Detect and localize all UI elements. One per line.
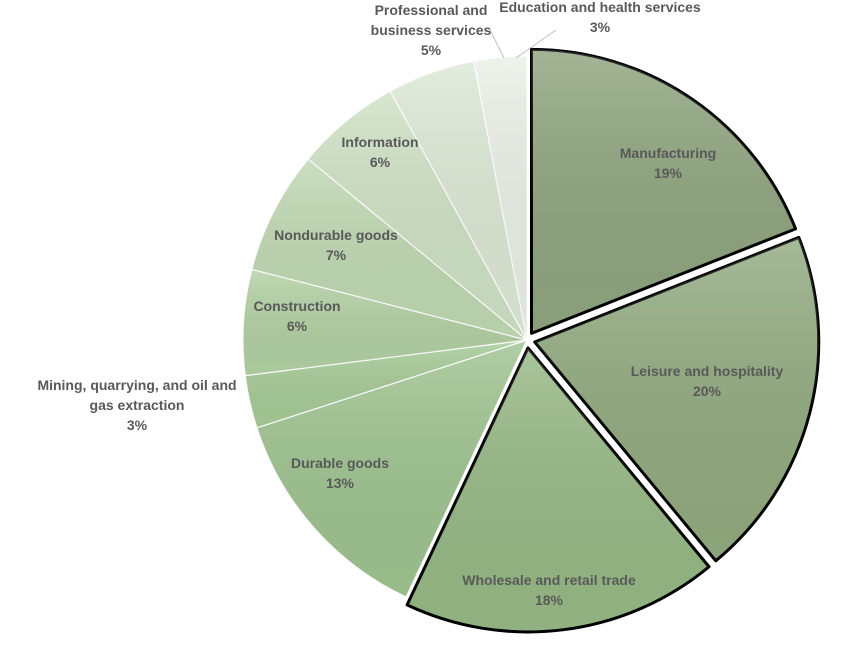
slices-layer <box>242 47 821 634</box>
slice-label-name-line: Nondurable goods <box>274 227 398 243</box>
slice-value-label: 7% <box>326 247 347 263</box>
slice-value-label: 18% <box>535 592 564 608</box>
pie-slice-shade-nondurable-goods <box>251 158 528 340</box>
pie-slice-shade-manufacturing <box>531 49 796 334</box>
pie-slice-shade-professional-and-business-services <box>390 61 527 340</box>
slice-value-label: 13% <box>326 475 355 491</box>
slice-label-name-line: gas extraction <box>90 397 185 413</box>
slice-label-name-line: Durable goods <box>291 455 389 471</box>
slice-label-mining-quarrying-and-oil-and-gas-extraction: Mining, quarrying, and oil and gas extrac… <box>37 377 236 433</box>
pie-slice-shade-durable-goods <box>256 340 527 597</box>
slice-label-name-line: Leisure and hospitality <box>631 363 784 379</box>
slice-label-name-line: business services <box>371 22 492 38</box>
slice-label-name-line: Mining, quarrying, and oil and <box>37 377 236 393</box>
slice-label-construction: Construction 6% <box>253 298 340 334</box>
leader-lines-layer <box>489 29 557 59</box>
slice-label-professional-and-business-services: Professional and business services 5% <box>371 2 492 58</box>
slice-value-label: 3% <box>590 19 611 35</box>
labels-layer: Manufacturing 19% Leisure and hospitality 2… <box>37 0 783 608</box>
pie-slice-shade-leisure-and-hospitality <box>534 237 819 561</box>
pie-slice-shade-information <box>308 91 527 340</box>
pie-slice-shade-mining-quarrying-and-oil-and-gas-extraction <box>245 340 527 428</box>
leader-line <box>489 29 505 59</box>
slice-label-manufacturing: Manufacturing 19% <box>620 145 716 181</box>
slice-label-name-line: Education and health services <box>499 0 701 15</box>
slice-label-leisure-and-hospitality: Leisure and hospitality 20% <box>631 363 784 399</box>
slice-label-durable-goods: Durable goods 13% <box>291 455 389 491</box>
slice-label-name-line: Construction <box>253 298 340 314</box>
pie-slice-shade-education-and-health-services <box>473 56 527 340</box>
slice-label-nondurable-goods: Nondurable goods 7% <box>274 227 398 263</box>
slice-value-label: 5% <box>421 42 442 58</box>
slice-label-education-and-health-services: Education and health services 3% <box>499 0 701 35</box>
slice-value-label: 3% <box>127 417 148 433</box>
pie-slice-shade-construction <box>243 269 528 376</box>
slice-label-name-line: Information <box>342 134 419 150</box>
slice-label-wholesale-and-retail-trade: Wholesale and retail trade 18% <box>462 572 636 608</box>
leader-line <box>515 29 557 59</box>
slice-label-name-line: Wholesale and retail trade <box>462 572 636 588</box>
slice-label-name-line: Professional and <box>375 2 488 18</box>
slice-value-label: 19% <box>654 165 683 181</box>
slice-value-label: 6% <box>370 154 391 170</box>
slice-value-label: 6% <box>287 318 308 334</box>
slice-value-label: 20% <box>693 383 722 399</box>
slice-label-information: Information 6% <box>342 134 419 170</box>
pie-slice-shade-wholesale-and-retail-trade <box>407 347 710 632</box>
slice-label-name-line: Manufacturing <box>620 145 716 161</box>
